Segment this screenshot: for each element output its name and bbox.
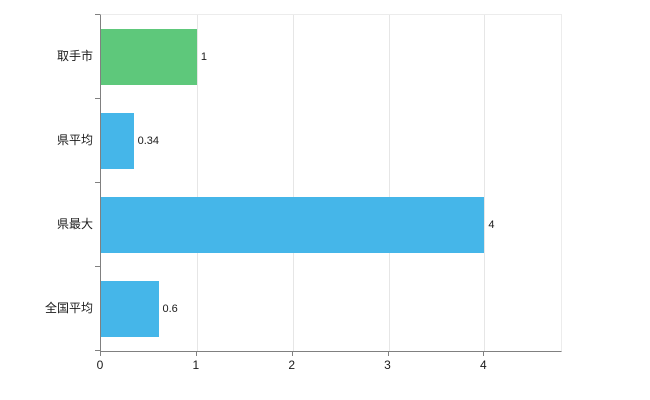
x-axis-tick bbox=[100, 351, 101, 356]
category-label: 全国平均 bbox=[44, 301, 93, 315]
bar-value-label: 0.34 bbox=[137, 135, 159, 147]
category-label: 県最大 bbox=[56, 217, 93, 231]
x-tick-label: 0 bbox=[96, 358, 104, 372]
y-axis-tick bbox=[95, 182, 100, 183]
plot-area: 1 0.34 4 0.6 bbox=[100, 14, 562, 352]
bar-取手市 bbox=[101, 29, 197, 85]
gridline bbox=[484, 15, 486, 351]
bar-value-label: 4 bbox=[488, 219, 495, 231]
x-axis-tick bbox=[291, 351, 293, 356]
x-tick-label: 2 bbox=[288, 358, 295, 372]
y-axis-tick bbox=[95, 266, 100, 267]
x-axis-tick bbox=[195, 351, 197, 356]
x-tick-label: 4 bbox=[479, 358, 487, 372]
bar-県平均 bbox=[101, 113, 134, 169]
y-axis-tick bbox=[95, 350, 100, 351]
x-axis-tick bbox=[483, 351, 485, 356]
bar-全国平均 bbox=[101, 281, 159, 337]
category-label: 取手市 bbox=[56, 49, 93, 63]
x-tick-label: 3 bbox=[384, 358, 391, 372]
gridline bbox=[388, 15, 390, 351]
x-axis-tick bbox=[387, 351, 389, 356]
gridline bbox=[196, 15, 198, 351]
x-tick-label: 1 bbox=[192, 358, 200, 372]
y-axis-tick bbox=[95, 14, 100, 15]
bar-value-label: 1 bbox=[200, 51, 207, 63]
gridline bbox=[292, 15, 294, 351]
category-label: 県平均 bbox=[56, 133, 93, 147]
bar-県最大 bbox=[101, 197, 485, 253]
y-axis-tick bbox=[95, 98, 100, 99]
bar-value-label: 0.6 bbox=[162, 303, 178, 315]
